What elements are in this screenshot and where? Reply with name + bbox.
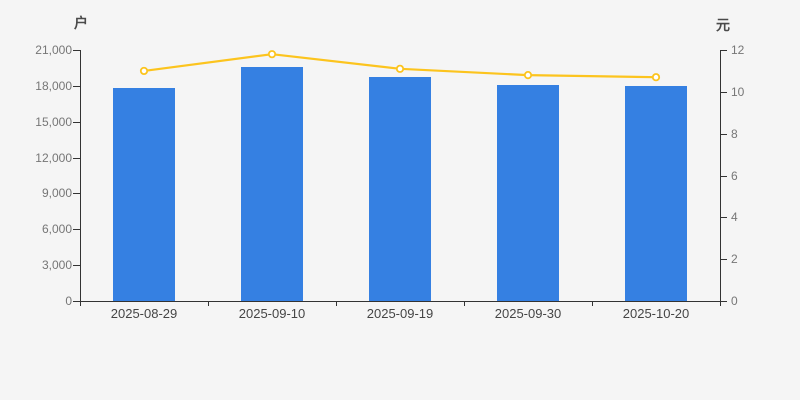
left-y-axis-tick xyxy=(73,121,80,123)
left-y-axis-tick xyxy=(73,193,80,195)
right-y-axis-tick-label: 4 xyxy=(731,210,738,225)
x-axis-line xyxy=(80,301,721,302)
left-y-axis-tick-label: 6,000 xyxy=(41,222,72,237)
right-y-axis-tick xyxy=(720,259,727,261)
right-y-axis-tick xyxy=(720,301,727,302)
left-y-axis-tick-label: 3,000 xyxy=(41,258,72,273)
right-y-axis-tick xyxy=(720,175,727,177)
bar[interactable] xyxy=(625,85,687,301)
line-point-marker[interactable] xyxy=(651,73,661,82)
left-y-axis-tick xyxy=(73,301,80,302)
bar[interactable] xyxy=(497,84,559,301)
x-axis-tick-label: 2025-09-30 xyxy=(494,306,562,321)
x-axis-tick xyxy=(208,301,209,306)
right-y-axis-tick-label: 0 xyxy=(731,294,738,308)
bar[interactable] xyxy=(369,77,431,301)
line-point-marker[interactable] xyxy=(139,66,149,76)
left-y-axis-tick-label: 15,000 xyxy=(35,114,72,129)
x-axis-tick xyxy=(80,301,81,306)
left-y-axis-tick-label: 21,000 xyxy=(35,43,72,57)
right-y-axis-tick xyxy=(720,50,727,51)
bar[interactable] xyxy=(241,66,303,301)
left-y-axis-tick xyxy=(73,50,80,51)
left-y-axis-tick xyxy=(73,229,80,231)
left-y-axis-tick xyxy=(73,265,80,267)
right-y-axis-tick-label: 12 xyxy=(731,43,745,57)
x-axis-tick xyxy=(592,301,593,306)
x-axis-tick-label: 2025-10-20 xyxy=(622,306,690,321)
x-axis-tick-label: 2025-09-19 xyxy=(366,306,434,321)
line-path xyxy=(143,53,657,79)
right-y-axis-tick-label: 8 xyxy=(731,126,738,141)
x-axis-tick xyxy=(336,301,337,306)
right-axis-unit-label: 元 xyxy=(716,17,730,33)
bar[interactable] xyxy=(113,88,175,301)
left-y-axis-tick-label: 9,000 xyxy=(41,186,72,201)
right-y-axis-tick xyxy=(720,133,727,135)
line-point-marker[interactable] xyxy=(395,64,405,73)
left-y-axis-tick xyxy=(73,157,80,159)
right-y-axis-tick xyxy=(720,91,727,93)
line-point-marker[interactable] xyxy=(267,50,277,59)
x-axis-tick xyxy=(720,301,721,306)
right-y-axis-tick-label: 2 xyxy=(731,252,738,267)
x-axis-tick-label: 2025-09-10 xyxy=(238,306,306,321)
right-y-axis-tick xyxy=(720,217,727,219)
left-y-axis-tick-label: 0 xyxy=(65,294,72,308)
left-y-axis-tick xyxy=(73,85,80,87)
x-axis-tick-label: 2025-08-29 xyxy=(110,306,178,321)
x-axis-tick xyxy=(464,301,465,306)
line-point-marker[interactable] xyxy=(523,71,533,80)
left-y-axis-line xyxy=(80,50,81,302)
left-y-axis-tick-label: 18,000 xyxy=(35,78,72,93)
left-axis-unit-label: 户 xyxy=(74,15,88,31)
left-y-axis-tick-label: 12,000 xyxy=(35,150,72,165)
right-y-axis-tick-label: 6 xyxy=(731,168,738,183)
right-y-axis-tick-label: 10 xyxy=(731,84,745,99)
